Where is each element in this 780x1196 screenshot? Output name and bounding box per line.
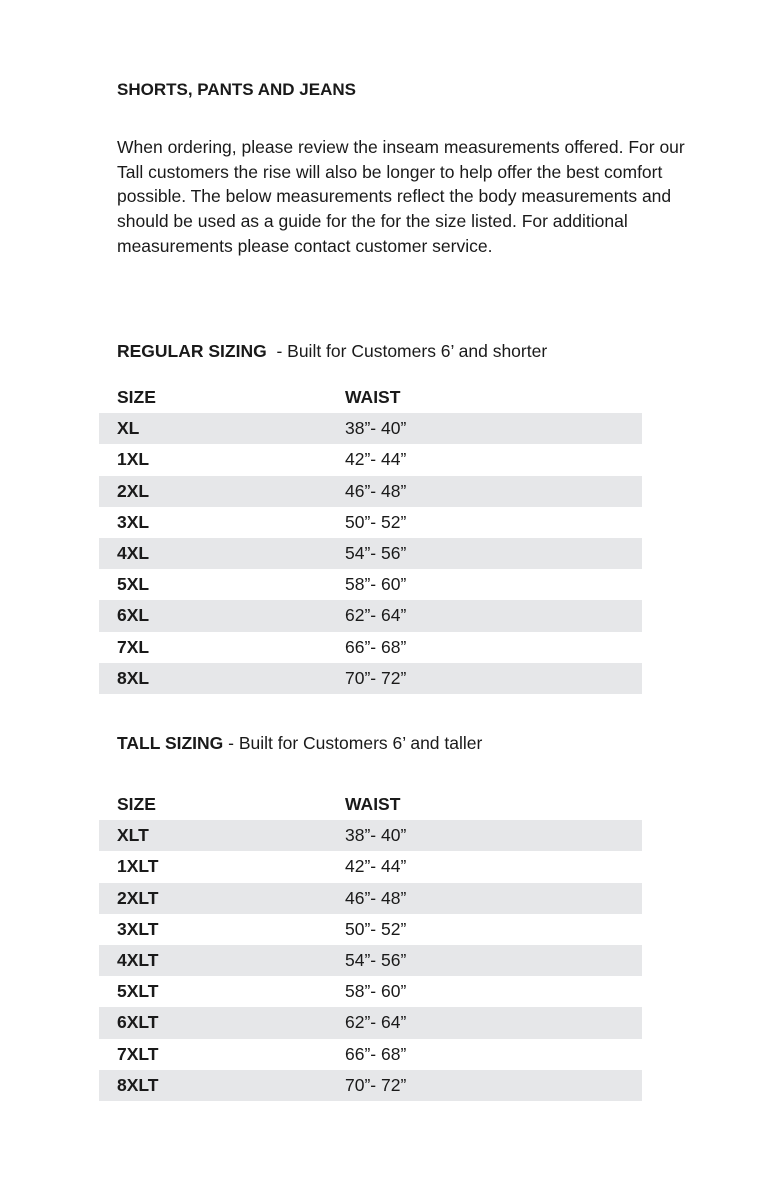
table-row: 1XL 42”- 44” (99, 444, 642, 475)
size-cell: 3XL (117, 511, 150, 532)
section-subtitle: - Built for Customers 6’ and taller (223, 733, 483, 753)
waist-cell: 54”- 56” (345, 950, 407, 971)
size-cell: XLT (117, 825, 149, 846)
size-cell: 4XL (117, 543, 150, 564)
size-cell: 2XLT (117, 887, 159, 908)
size-cell: 3XLT (117, 918, 159, 939)
size-column-header: SIZE (117, 794, 156, 815)
page-title: SHORTS, PANTS AND JEANS (117, 80, 356, 99)
table-row: 7XLT 66”- 68” (99, 1039, 642, 1070)
size-column-header: SIZE (117, 387, 156, 408)
table-row: 4XL 54”- 56” (99, 537, 642, 570)
table-row: 2XLT 46”- 48” (99, 882, 642, 914)
table-row: XL 38”- 40” (99, 413, 642, 445)
waist-cell: 70”- 72” (345, 1074, 407, 1095)
tall-sizing-heading: TALL SIZING - Built for Customers 6’ and… (117, 733, 482, 754)
waist-cell: 62”- 64” (345, 605, 407, 626)
table-row: 1XLT 42”- 44” (99, 851, 642, 882)
waist-cell: 66”- 68” (345, 636, 407, 657)
table-row: 6XL 62”- 64” (99, 600, 642, 632)
size-cell: 7XLT (117, 1043, 159, 1064)
waist-cell: 46”- 48” (345, 887, 407, 908)
waist-cell: 38”- 40” (345, 418, 407, 439)
size-cell: 8XL (117, 667, 150, 688)
table-row: 3XLT 50”- 52” (99, 914, 642, 945)
size-cell: 4XLT (117, 950, 159, 971)
waist-cell: 42”- 44” (345, 856, 407, 877)
table-row: 5XL 58”- 60” (99, 569, 642, 600)
waist-column-header: WAIST (345, 794, 401, 815)
waist-cell: 38”- 40” (345, 825, 407, 846)
regular-size-table: SIZE WAIST XL 38”- 40” 1XL 42”- 44” 2XL 46”- 48… (99, 382, 642, 694)
intro-paragraph: When ordering, please review the inseam … (117, 137, 685, 256)
size-cell: 6XL (117, 605, 150, 626)
waist-cell: 50”- 52” (345, 511, 407, 532)
table-row: 4XLT 54”- 56” (99, 944, 642, 977)
waist-cell: 66”- 68” (345, 1043, 407, 1064)
size-cell: 1XLT (117, 856, 159, 877)
section-title: REGULAR SIZING (117, 341, 267, 361)
size-cell: XL (117, 418, 140, 439)
table-row: 8XLT 70”- 72” (99, 1069, 642, 1101)
table-row: XLT 38”- 40” (99, 820, 642, 852)
waist-cell: 50”- 52” (345, 918, 407, 939)
regular-sizing-heading: REGULAR SIZING - Built for Customers 6’ … (117, 341, 547, 362)
waist-cell: 54”- 56” (345, 543, 407, 564)
table-row: 3XL 50”- 52” (99, 507, 642, 538)
waist-cell: 70”- 72” (345, 667, 407, 688)
waist-cell: 58”- 60” (345, 981, 407, 1002)
size-cell: 5XL (117, 574, 150, 595)
table-row: 6XLT 62”- 64” (99, 1007, 642, 1039)
size-cell: 8XLT (117, 1074, 159, 1095)
size-cell: 7XL (117, 636, 150, 657)
tall-size-table: SIZE WAIST XLT 38”- 40” 1XLT 42”- 44” 2XLT 46”-… (99, 789, 642, 1101)
size-cell: 2XL (117, 480, 150, 501)
table-row: 8XL 70”- 72” (99, 662, 642, 694)
waist-cell: 46”- 48” (345, 480, 407, 501)
size-cell: 6XLT (117, 1012, 159, 1033)
waist-cell: 42”- 44” (345, 449, 407, 470)
section-subtitle: - Built for Customers 6’ and shorter (266, 341, 548, 361)
size-cell: 5XLT (117, 981, 159, 1002)
table-row: 5XLT 58”- 60” (99, 976, 642, 1007)
waist-cell: 62”- 64” (345, 1012, 407, 1033)
waist-column-header: WAIST (345, 387, 401, 408)
table-row: 2XL 46”- 48” (99, 475, 642, 507)
waist-cell: 58”- 60” (345, 574, 407, 595)
table-header: SIZE WAIST (99, 789, 642, 820)
size-cell: 1XL (117, 449, 150, 470)
section-title: TALL SIZING (117, 733, 224, 753)
table-header: SIZE WAIST (99, 382, 642, 413)
table-row: 7XL 66”- 68” (99, 632, 642, 663)
